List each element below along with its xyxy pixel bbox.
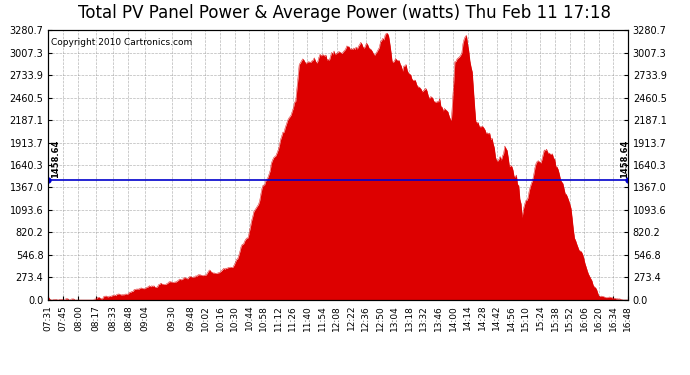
Text: 1458.64: 1458.64 bbox=[52, 140, 61, 178]
Text: Total PV Panel Power & Average Power (watts) Thu Feb 11 17:18: Total PV Panel Power & Average Power (wa… bbox=[79, 4, 611, 22]
Text: 1458.64: 1458.64 bbox=[620, 140, 629, 178]
Text: Copyright 2010 Cartronics.com: Copyright 2010 Cartronics.com bbox=[51, 38, 193, 47]
